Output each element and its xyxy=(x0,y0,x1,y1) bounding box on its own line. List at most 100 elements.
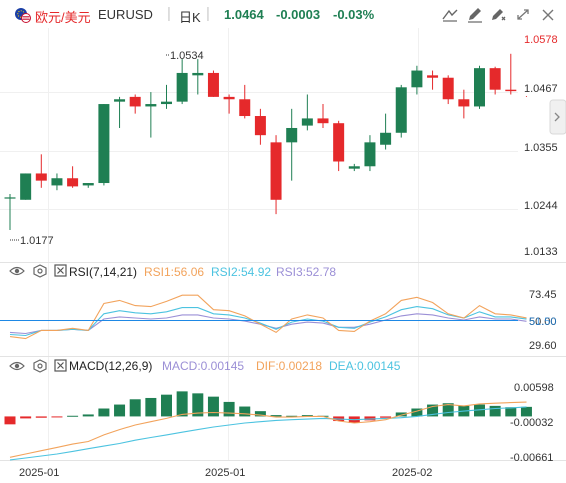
macd-histogram-bar xyxy=(161,394,172,417)
draw-tool-icon xyxy=(442,9,458,22)
macd-histogram-bar xyxy=(380,416,392,418)
macd-histogram-bar xyxy=(98,408,110,417)
candle[interactable] xyxy=(395,84,407,138)
rsi2-line xyxy=(9,306,527,337)
macd-histogram-bar xyxy=(254,411,266,417)
candle-body xyxy=(114,99,126,102)
candle[interactable] xyxy=(176,59,188,105)
close-button[interactable] xyxy=(538,6,558,24)
candle-body xyxy=(20,173,32,200)
candle[interactable] xyxy=(51,173,63,191)
candle[interactable] xyxy=(20,173,32,200)
dea-line xyxy=(9,406,527,461)
candle[interactable] xyxy=(317,104,329,128)
draw-tool-button[interactable] xyxy=(440,6,460,24)
candle-body xyxy=(223,96,235,100)
rsi1-value: RSI1:56.06 xyxy=(144,265,204,279)
candle-body xyxy=(129,96,141,107)
settings-icon[interactable] xyxy=(33,264,47,278)
pair-name-cn[interactable]: 欧元/美元 xyxy=(35,10,91,25)
candle[interactable] xyxy=(145,92,157,138)
macd-histogram-bar xyxy=(395,412,407,417)
candle[interactable] xyxy=(348,163,360,172)
candle[interactable] xyxy=(427,70,439,90)
flag-icon xyxy=(14,7,32,26)
candle-body xyxy=(176,72,188,102)
header-divider: | xyxy=(206,5,210,22)
candle[interactable] xyxy=(192,59,204,95)
candle-body xyxy=(145,104,157,107)
macd-title: MACD(12,26,9) xyxy=(69,359,152,373)
candle-body xyxy=(35,173,47,181)
macd-histogram-bar xyxy=(4,416,16,425)
price-tick: 1.0355 xyxy=(524,142,558,154)
candle[interactable] xyxy=(98,104,110,186)
candlestick-series[interactable] xyxy=(4,53,532,230)
expand-button[interactable] xyxy=(513,6,533,24)
candle[interactable] xyxy=(207,70,219,97)
rsi3-value: RSI3:52.78 xyxy=(276,265,336,279)
x-tick: 2025-01 xyxy=(19,467,59,479)
pair-code: EURUSD xyxy=(98,7,153,22)
candle[interactable] xyxy=(286,108,298,181)
candle[interactable] xyxy=(489,66,501,95)
candle[interactable] xyxy=(129,94,141,114)
candle[interactable] xyxy=(333,120,345,172)
rsi-lines xyxy=(9,294,527,340)
eye-icon[interactable] xyxy=(9,266,25,276)
candle-body xyxy=(51,178,63,186)
macd-histogram-bar xyxy=(20,416,32,419)
candle-body xyxy=(4,197,16,199)
candle[interactable] xyxy=(114,96,126,128)
expand-icon xyxy=(517,9,529,20)
close-indicator-icon[interactable] xyxy=(54,359,67,372)
candle[interactable] xyxy=(239,84,251,119)
panel-collapse-handle[interactable] xyxy=(549,99,566,135)
macd-histogram-bar xyxy=(474,404,485,417)
x-tick: 2025-02 xyxy=(392,467,432,479)
candle-body xyxy=(82,183,94,186)
interval-selector[interactable]: 日K xyxy=(179,10,201,25)
candle[interactable] xyxy=(67,166,79,188)
rsi-axis: 73.45 50.00 51.50 29.60 xyxy=(529,289,557,352)
macd-histogram-bar xyxy=(411,408,423,417)
macd-tick: 0.00598 xyxy=(514,382,554,394)
candle[interactable] xyxy=(223,94,235,114)
candle[interactable] xyxy=(458,89,470,119)
chart-header: 欧元/美元 EURUSD | 日K | 1.0464 -0.0003 -0.03… xyxy=(0,0,566,28)
candle-body xyxy=(161,101,172,105)
macd-histogram-bar xyxy=(67,415,79,417)
candle[interactable] xyxy=(364,135,376,172)
pen-icon xyxy=(468,8,482,23)
candle[interactable] xyxy=(411,65,423,95)
candle[interactable] xyxy=(270,135,282,215)
candle[interactable] xyxy=(442,75,454,105)
candle[interactable] xyxy=(35,154,47,188)
macd-histogram-bar xyxy=(114,404,126,417)
candle-body xyxy=(98,104,110,184)
close-indicator-icon[interactable] xyxy=(54,264,67,277)
rsi-tick: 73.45 xyxy=(529,289,557,301)
pen-button[interactable] xyxy=(465,6,485,24)
pen-settings-button[interactable] xyxy=(489,6,509,24)
low-price-label: 1.0177 xyxy=(20,235,54,247)
candle[interactable] xyxy=(4,194,16,230)
chevron-right-icon xyxy=(554,112,560,122)
settings-icon[interactable] xyxy=(33,359,47,373)
candle[interactable] xyxy=(161,84,172,109)
candle-body xyxy=(411,70,423,88)
candle[interactable] xyxy=(380,113,392,150)
header-divider: | xyxy=(167,5,171,22)
macd-histogram-bar xyxy=(176,391,188,417)
macd-histogram-bar xyxy=(223,401,235,417)
candle-body xyxy=(333,123,345,162)
candle[interactable] xyxy=(82,183,94,188)
eye-icon[interactable] xyxy=(9,361,25,371)
candle[interactable] xyxy=(301,94,313,131)
candle[interactable] xyxy=(254,108,266,145)
rsi-panel-header: RSI(7,14,21) RSI1:56.06 RSI2:54.92 RSI3:… xyxy=(9,264,336,279)
price-change: -0.0003 xyxy=(276,7,321,22)
candle[interactable] xyxy=(505,53,517,95)
candle[interactable] xyxy=(474,65,485,109)
